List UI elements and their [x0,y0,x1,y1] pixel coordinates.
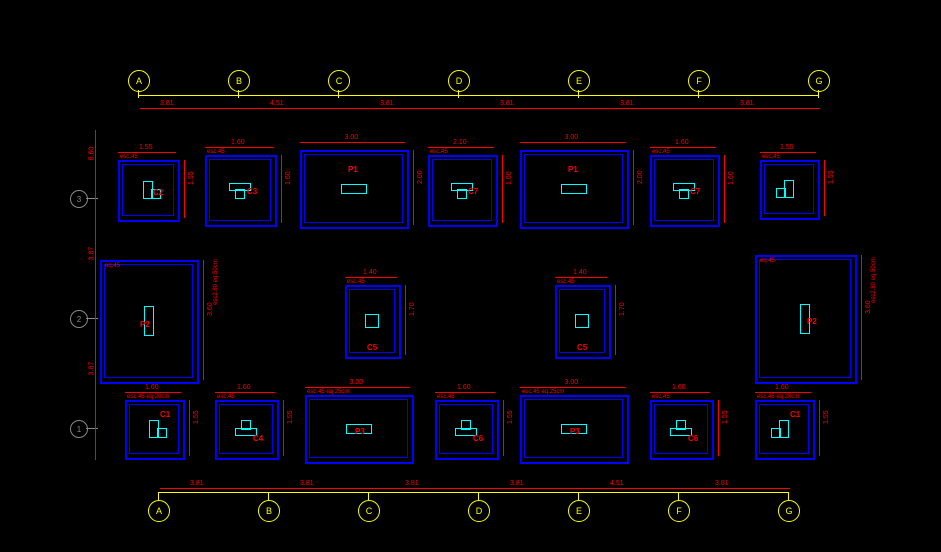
footing-label: C7 [468,187,478,196]
footing-dim-side: 2.00 [637,170,644,184]
footing-dim-top: 1.60 [237,384,251,391]
footing-dim-side: 1.55 [823,410,830,424]
footing-note: esc.45 eq.20cm [127,394,169,400]
footing-dim-top: 3.00 [565,134,579,141]
grid-line-bottom [158,492,788,493]
footing-note: esc.45 eq.25cm [307,389,349,395]
footing-dim-side: 1.55 [287,410,294,424]
footing-note: esc.45 [120,154,138,160]
footing-dim-side: 1.70 [409,302,416,316]
span-dim-bottom: 3.81 [510,480,524,487]
span-dim-bottom: 3.81 [405,480,419,487]
footing-label: P2 [140,320,150,329]
footing-dim-side: 1.55 [828,170,835,184]
footing-label: C6 [473,434,483,443]
footing-dim-side: 1.60 [506,171,513,185]
footing-dim-side: 2.00 [417,170,424,184]
grid-bubble-left-2: 2 [70,310,88,328]
footing-dim-side: 1.70 [619,302,626,316]
footing-label: C5 [367,343,377,352]
footing-dim-side: 1.55 [193,410,200,424]
footing-label: P1 [568,165,578,174]
span-dim-top: 3.81 [160,100,174,107]
footing-dim-top: 1.60 [231,139,245,146]
footing-dim-top: 1.60 [675,139,689,146]
footing-dim-top: 1.60 [672,384,686,391]
footing-note: esc.45 [347,279,365,285]
footing-label: C5 [577,343,587,352]
footing-label: C3 [247,187,257,196]
footing-dim-top: 1.55 [780,144,794,151]
footing-dim-side: 1.55 [188,171,195,185]
grid-bubble-top-G: G [808,70,830,92]
span-dim-bottom: 3.81 [300,480,314,487]
footing-dim-side: 1.55 [507,410,514,424]
footing-dim-top: 3.00 [345,134,359,141]
span-dim-top: 3.81 [380,100,394,107]
footing-dim-top: 1.40 [363,269,377,276]
grid-bubble-bottom-D: D [468,500,490,522]
footing-note: esc.45 [207,149,225,155]
span-dim-top: 4.51 [270,100,284,107]
span-dim-bottom: 3.81 [190,480,204,487]
footing-dim-top: 1.55 [139,144,153,151]
footing-label: P2 [807,317,817,326]
footing-label: P3 [570,427,580,436]
grid-bubble-bottom-E: E [568,500,590,522]
grid-bubble-bottom-B: B [258,500,280,522]
grid-bubble-top-E: E [568,70,590,92]
foundation-plan-canvas: A B C D E F G A B C D E F G 3 2 1 3.81 4.51 3.81 3.81 3.81 3.8… [0,0,941,552]
footing-label: C1 [790,410,800,419]
span-dim-top: 3.81 [500,100,514,107]
grid-bubble-bottom-G: G [778,500,800,522]
footing-label: C2 [153,188,163,197]
footing-note: esc.45 eq.25cm [522,389,564,395]
span-dim-bottom: 3.81 [715,480,729,487]
span-dim-top: 3.81 [620,100,634,107]
footing-dim-side: 1.60 [728,171,735,185]
footing-note: esc.45 [217,394,235,400]
footing-dim-top: 1.60 [457,384,471,391]
footing-dim-side: 1.55 [722,410,729,424]
footing-note: esc.45 [430,149,448,155]
span-dim-bottom: 4.51 [610,480,624,487]
grid-bubble-left-3: 3 [70,190,88,208]
grid-bubble-top-D: D [448,70,470,92]
footing-label: C6 [688,434,698,443]
footing-dim-top: 1.40 [573,269,587,276]
grid-bubble-bottom-F: F [668,500,690,522]
grid-line-top [138,95,818,96]
footing-note: esc.45 eq.20cm [757,394,799,400]
footing-note: esc.45 [557,279,575,285]
span-dim-top: 3.81 [740,100,754,107]
footing-label: P1 [348,165,358,174]
grid-bubble-bottom-A: A [148,500,170,522]
grid-bubble-top-A: A [128,70,150,92]
grid-bubble-top-F: F [688,70,710,92]
footing-dim-top: 3.00 [565,379,579,386]
grid-bubble-left-1: 1 [70,420,88,438]
footing-note: esc.45 [762,154,780,160]
footing-note: esc.45 [437,394,455,400]
footing-label: C4 [253,434,263,443]
footing-dim-top: 1.60 [145,384,159,391]
footing-dim-side: 1.60 [285,171,292,185]
footing-dim-top: 2.10 [453,139,467,146]
footing-label: P3 [355,427,365,436]
footing-dim-top: 1.60 [775,384,789,391]
grid-bubble-top-B: B [228,70,250,92]
grid-bubble-bottom-C: C [358,500,380,522]
footing-note: esc.45 [652,149,670,155]
footing-dim-top: 3.00 [350,379,364,386]
footing-label: C7 [690,187,700,196]
footing-note: esc.45 [652,394,670,400]
grid-bubble-top-C: C [328,70,350,92]
footing-label: C1 [160,410,170,419]
